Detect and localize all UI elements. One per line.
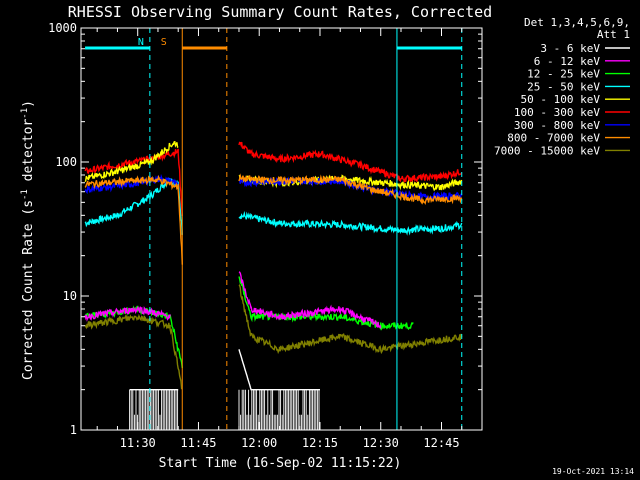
series-layer [84, 141, 463, 430]
series-line-6-12-kev-12 [84, 305, 171, 322]
legend-label-3: 25 - 50 keV [527, 80, 600, 93]
series-line-50-100-kev-4 [84, 141, 179, 183]
series-line-800-7000-kev-9 [238, 173, 463, 206]
legend-header-2: Att 1 [597, 28, 630, 41]
x-tick-label-11:45: 11:45 [180, 436, 216, 450]
x-tick-label-12:45: 12:45 [423, 436, 459, 450]
legend-label-6: 300 - 800 keV [514, 119, 600, 132]
chart-title: RHESSI Observing Summary Count Rates, Co… [68, 3, 492, 21]
y-tick-label-1: 1 [70, 423, 77, 437]
series-line-25-50-kev-1 [238, 210, 463, 236]
y-tick-label-10: 10 [63, 289, 77, 303]
legend-label-2: 12 - 25 keV [527, 68, 600, 81]
legend-label-4: 50 - 100 keV [521, 93, 601, 106]
series-line-300-800-kev-6 [84, 173, 179, 195]
y-axis-label-sup-1: -1 [20, 189, 30, 200]
series-spikes-3-6-kev-1 [238, 389, 320, 430]
y-tick-label-100: 100 [55, 155, 77, 169]
axes: 1 10 100 1000 11:30 11:45 12:00 12:15 12:30 12:45 [48, 21, 483, 450]
legend-label-0: 3 - 6 keV [540, 42, 600, 55]
x-tick-label-11:30: 11:30 [120, 436, 156, 450]
series-spikes-3-6-kev-0 [129, 389, 179, 430]
legend-label-8: 7000 - 15000 keV [494, 144, 600, 157]
x-axis-label: Start Time (16-Sep-02 11:15:22) [159, 456, 402, 471]
series-line-7000-15000-kev-14 [84, 313, 183, 390]
x-tick-label-12:30: 12:30 [363, 436, 399, 450]
y-axis-label-end: ) [21, 100, 36, 108]
legend-label-1: 6 - 12 keV [534, 55, 601, 68]
plot-frame [80, 27, 483, 431]
y-axis-label-sup-2: -1 [20, 108, 30, 119]
timestamp: 19-Oct-2021 13:14 [552, 467, 634, 476]
legend-label-7: 800 - 7000 keV [507, 132, 600, 145]
series-line-800-7000-kev-8 [84, 174, 183, 265]
series-line-50-100-kev-5 [238, 174, 463, 192]
x-tick-label-12:15: 12:15 [302, 436, 338, 450]
series-line-6-12-kev-13 [238, 271, 382, 329]
flag-label-n: N [138, 37, 144, 48]
y-axis-label-mid: detector [21, 119, 36, 190]
legend-header-1: Det 1,3,4,5,6,9, [524, 16, 630, 29]
legend-label-5: 100 - 300 keV [514, 106, 600, 119]
series-line-7000-15000-kev-15 [238, 283, 463, 355]
x-tick-label-12:00: 12:00 [241, 436, 277, 450]
y-axis-label: Corrected Count Rate (s-1 detector-1) [20, 100, 36, 380]
series-line-100-300-kev-3 [238, 141, 463, 184]
flag-label-s: S [161, 37, 167, 48]
y-axis-label-main: Corrected Count Rate (s [21, 200, 36, 380]
y-tick-label-1000: 1000 [48, 21, 77, 35]
